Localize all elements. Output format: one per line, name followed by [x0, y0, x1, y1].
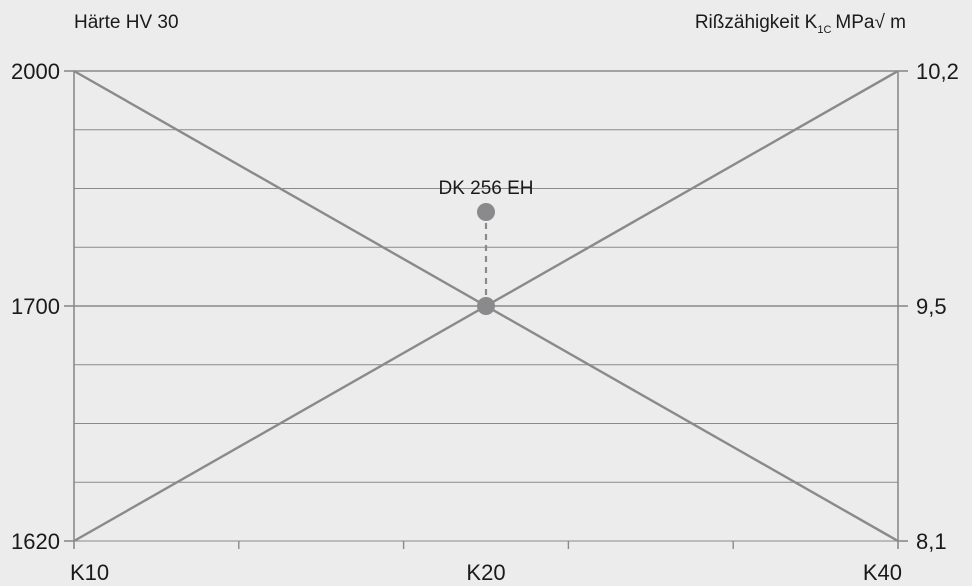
- x-tick-label: K10: [70, 560, 109, 585]
- annotation: DK 256 EH: [438, 178, 534, 315]
- intersection-point: [477, 297, 495, 315]
- y-right-tick-label: 9,5: [916, 294, 947, 319]
- x-tick-label: K40: [863, 560, 902, 585]
- axes: [64, 70, 908, 549]
- y-right-tick-label: 10,2: [916, 59, 959, 84]
- y-left-tick-label: 1620: [11, 529, 60, 554]
- y-axis-right-label: Rißzähigkeit K1C MPa√ m: [694, 12, 906, 36]
- y-axis-left-label: Härte HV 30: [74, 12, 179, 33]
- y-left-tick-label: 2000: [11, 59, 60, 84]
- y-axis-right-label-prefix: Rißzähigkeit K: [694, 12, 818, 33]
- y-right-tick-label: 8,1: [916, 529, 947, 554]
- tick-labels: 2000 1700 1620 10,2 9,5 8,1 K10 K20 K40: [11, 59, 959, 585]
- annotation-label: DK 256 EH: [438, 178, 533, 199]
- x-tick-label: K20: [466, 560, 505, 585]
- annotation-point: [477, 203, 495, 221]
- y-axis-right-label-suffix: MPa√ m: [835, 12, 906, 33]
- y-left-tick-label: 1700: [11, 294, 60, 319]
- y-axis-right-label-subscript: 1C: [817, 24, 832, 36]
